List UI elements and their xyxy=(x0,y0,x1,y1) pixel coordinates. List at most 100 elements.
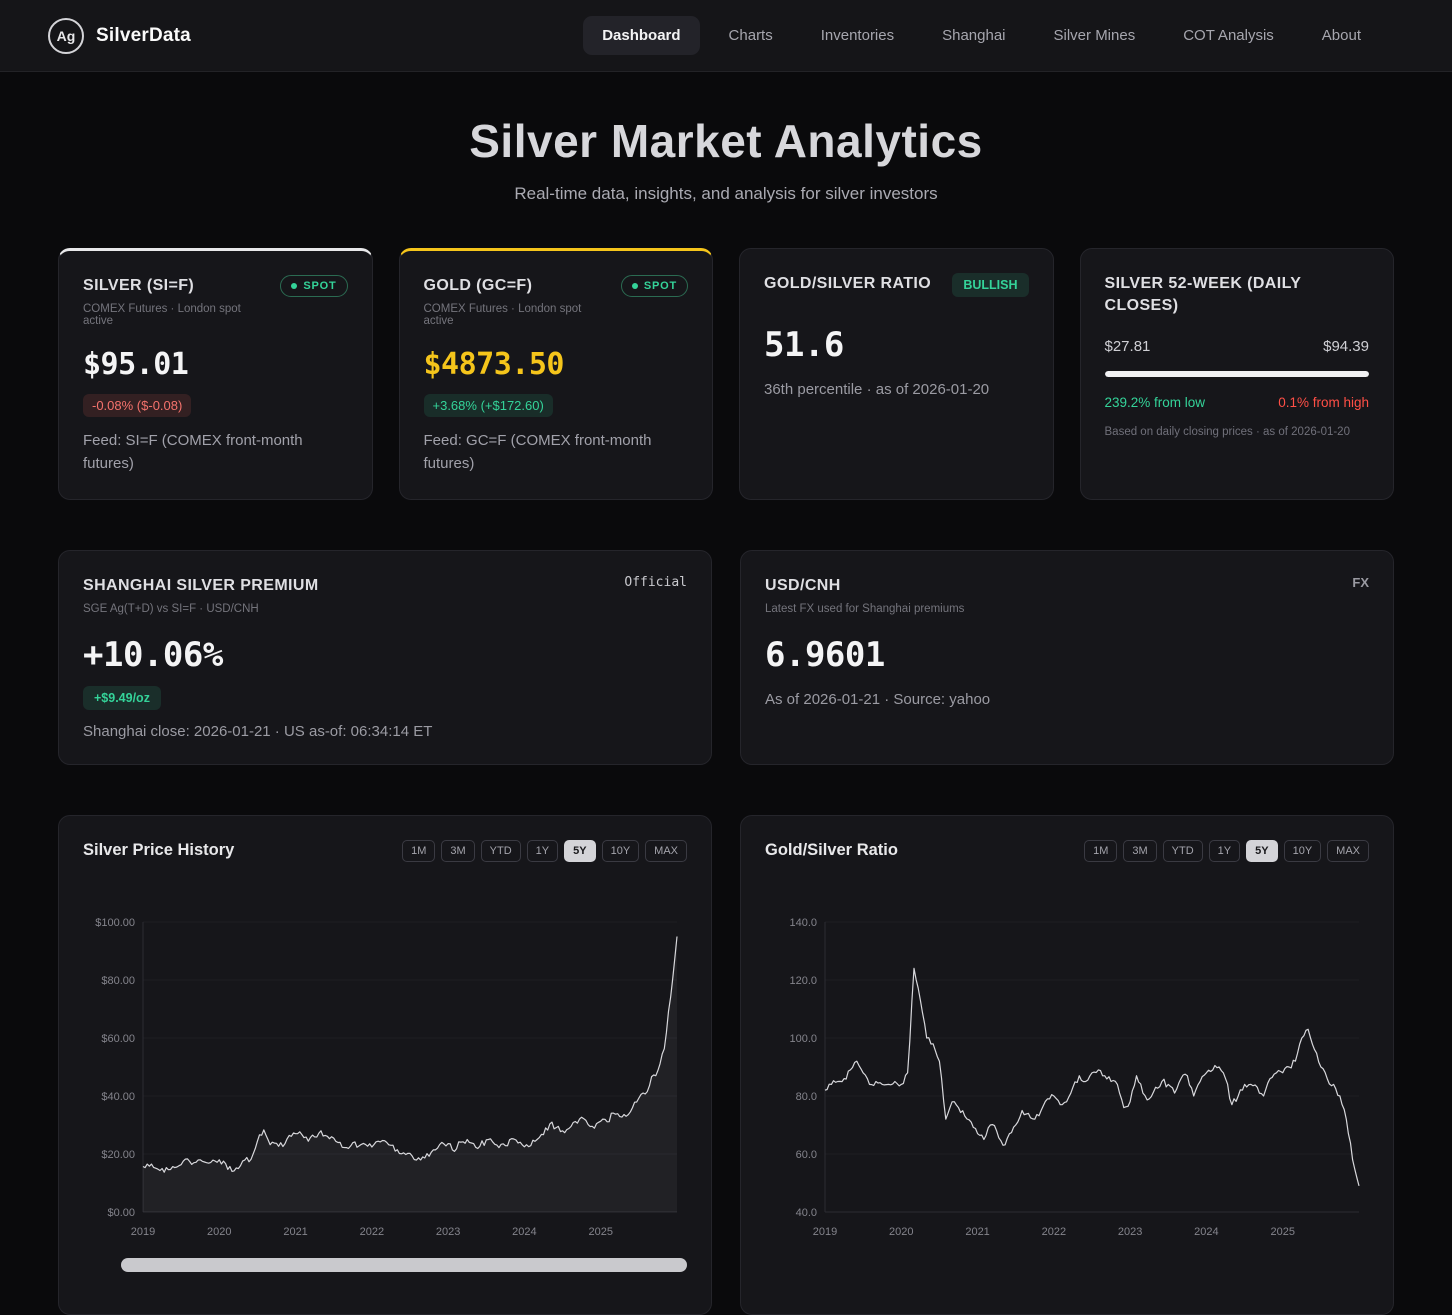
svg-text:2024: 2024 xyxy=(1194,1226,1218,1238)
spot-dot-icon xyxy=(291,283,298,289)
nav-items: Dashboard Charts Inventories Shanghai Silver… xyxy=(583,16,1380,55)
brand-logo-icon: Ag xyxy=(48,17,84,54)
svg-text:$100.00: $100.00 xyxy=(95,917,135,929)
spot-badge-label: SPOT xyxy=(643,280,677,292)
gold-silver-ratio-chart: 40.0 60.0 80.0 100.0 120.0 140.0 2019 2020 2021 2… xyxy=(789,917,1360,1238)
range-button-10y[interactable]: 10Y xyxy=(601,839,640,862)
brand-name: SilverData xyxy=(96,24,191,46)
usdcnh-value: 6.9601 xyxy=(765,634,885,675)
nav-item-shanghai[interactable]: Shanghai xyxy=(942,27,1006,44)
spot-badge: SPOT xyxy=(280,275,348,297)
silver-price-value: $95.01 xyxy=(83,346,189,382)
range-button-ytd[interactable]: YTD xyxy=(1162,839,1203,862)
svg-text:2020: 2020 xyxy=(889,1226,913,1238)
main-content: SILVER (SI=F) COMEX Futures · London spo… xyxy=(58,204,1394,1315)
range-button-10y[interactable]: 10Y xyxy=(1283,839,1322,862)
svg-text:2025: 2025 xyxy=(1270,1226,1294,1238)
gold-price-value: $4873.50 xyxy=(423,346,565,382)
nav-item-silver-mines[interactable]: Silver Mines xyxy=(1053,27,1136,44)
range-button-3m[interactable]: 3M xyxy=(441,839,475,862)
ratio-note: 36th percentile · as of 2026-01-20 xyxy=(764,381,990,398)
week52-low-value: $27.81 xyxy=(1104,338,1151,356)
range-button-1y[interactable]: 1Y xyxy=(526,839,559,862)
gold-feed-note: Feed: GC=F (COMEX front-month futures) xyxy=(423,431,652,472)
svg-text:40.0: 40.0 xyxy=(796,1207,817,1219)
svg-text:2022: 2022 xyxy=(1042,1226,1066,1238)
svg-text:2020: 2020 xyxy=(207,1226,231,1238)
silver-chart-title: Silver Price History xyxy=(83,841,235,860)
svg-text:2021: 2021 xyxy=(965,1226,989,1238)
svg-text:2025: 2025 xyxy=(588,1226,612,1238)
week52-from-low: 239.2% from low xyxy=(1104,395,1206,411)
chart-row: Silver Price History 1M 3M YTD 1Y 5Y 10Y MAX $… xyxy=(58,814,1394,1315)
svg-text:2024: 2024 xyxy=(512,1226,536,1238)
week52-note: Based on daily closing prices · as of 20… xyxy=(1104,426,1350,439)
range-button-1m[interactable]: 1M xyxy=(1084,839,1118,862)
premium-per-oz-badge: +$9.49/oz xyxy=(83,685,161,710)
range-button-5y[interactable]: 5Y xyxy=(564,839,596,862)
shanghai-premium-value: +10.06% xyxy=(83,634,223,675)
svg-text:2022: 2022 xyxy=(360,1226,384,1238)
gold-card-title: GOLD (GC=F) xyxy=(423,277,533,294)
gold-change-badge: +3.68% (+$172.60) xyxy=(423,393,553,417)
shanghai-note: Shanghai close: 2026-01-21 · US as-of: 0… xyxy=(83,722,433,740)
page-title: Silver Market Analytics xyxy=(469,115,983,167)
usdcnh-card-title: USD/CNH xyxy=(765,577,841,595)
range-button-max[interactable]: MAX xyxy=(645,839,687,862)
week52-from-high: 0.1% from high xyxy=(1278,395,1369,411)
range-button-ytd[interactable]: YTD xyxy=(480,839,521,862)
range-button-1y[interactable]: 1Y xyxy=(1208,839,1241,862)
nav-item-inventories[interactable]: Inventories xyxy=(820,27,895,44)
usdcnh-card-subtitle: Latest FX used for Shanghai premiums xyxy=(765,602,965,615)
svg-text:2021: 2021 xyxy=(283,1226,307,1238)
page-subtitle: Real-time data, insights, and analysis f… xyxy=(514,184,938,203)
range-button-max[interactable]: MAX xyxy=(1327,839,1369,862)
shanghai-premium-card: SHANGHAI SILVER PREMIUM SGE Ag(T+D) vs S… xyxy=(58,550,712,765)
silver-52-week-card: SILVER 52-WEEK (DAILY CLOSES) $27.81 $94… xyxy=(1079,248,1394,501)
svg-text:120.0: 120.0 xyxy=(789,975,817,987)
top-nav: Ag SilverData Dashboard Charts Inventories… xyxy=(0,0,1452,72)
nav-item-dashboard[interactable]: Dashboard xyxy=(583,16,700,55)
silver-price-history-card: Silver Price History 1M 3M YTD 1Y 5Y 10Y MAX $… xyxy=(58,814,712,1315)
week52-range-bar-fill xyxy=(1104,371,1369,378)
week52-card-title: SILVER 52-WEEK (DAILY CLOSES) xyxy=(1104,275,1302,314)
svg-text:2023: 2023 xyxy=(436,1226,460,1238)
nav-item-cot-analysis[interactable]: COT Analysis xyxy=(1183,27,1274,44)
ratio-chart-title: Gold/Silver Ratio xyxy=(765,841,898,860)
spot-dot-icon xyxy=(631,283,638,289)
silver-feed-note: Feed: SI=F (COMEX front-month futures) xyxy=(83,431,303,472)
gold-silver-ratio-card: GOLD/SILVER RATIO BULLISH 51.6 36th perc… xyxy=(739,248,1054,501)
shanghai-card-subtitle: SGE Ag(T+D) vs SI=F · USD/CNH xyxy=(83,602,259,615)
range-button-3m[interactable]: 3M xyxy=(1123,839,1157,862)
silver-change-badge: -0.08% ($-0.08) xyxy=(83,393,192,417)
range-button-5y[interactable]: 5Y xyxy=(1246,839,1278,862)
spot-badge: SPOT xyxy=(620,275,688,297)
spot-badge-label: SPOT xyxy=(303,280,337,292)
nav-item-about[interactable]: About xyxy=(1321,27,1361,44)
svg-text:$20.00: $20.00 xyxy=(101,1149,135,1161)
range-button-1m[interactable]: 1M xyxy=(402,839,436,862)
svg-text:$80.00: $80.00 xyxy=(101,975,135,987)
gold-price-card: GOLD (GC=F) COMEX Futures · London spot … xyxy=(398,248,713,501)
svg-text:$0.00: $0.00 xyxy=(107,1207,135,1219)
svg-text:100.0: 100.0 xyxy=(789,1033,817,1045)
silver-card-subtitle: COMEX Futures · London spot active xyxy=(83,302,241,327)
silver-chart-range-buttons: 1M 3M YTD 1Y 5Y 10Y MAX xyxy=(402,839,687,862)
svg-text:2023: 2023 xyxy=(1118,1226,1142,1238)
week52-high-value: $94.39 xyxy=(1323,338,1369,356)
gold-card-subtitle: COMEX Futures · London spot active xyxy=(423,302,582,327)
ratio-chart-range-buttons: 1M 3M YTD 1Y 5Y 10Y MAX xyxy=(1084,839,1369,862)
gold-silver-ratio-chart-card: Gold/Silver Ratio 1M 3M YTD 1Y 5Y 10Y MAX 40.0… xyxy=(740,814,1394,1315)
week52-range-bar xyxy=(1104,371,1369,378)
official-tag: Official xyxy=(624,575,687,591)
hero: Silver Market Analytics Real-time data, … xyxy=(0,72,1452,204)
brand[interactable]: Ag SilverData xyxy=(48,17,191,54)
silver-card-title: SILVER (SI=F) xyxy=(83,277,195,294)
info-card-row: SHANGHAI SILVER PREMIUM SGE Ag(T+D) vs S… xyxy=(58,550,1394,765)
nav-item-charts[interactable]: Charts xyxy=(728,27,773,44)
svg-text:$40.00: $40.00 xyxy=(101,1091,135,1103)
silver-price-card: SILVER (SI=F) COMEX Futures · London spo… xyxy=(58,248,373,501)
chart-time-brush[interactable] xyxy=(121,1257,687,1272)
shanghai-card-title: SHANGHAI SILVER PREMIUM xyxy=(83,577,319,595)
svg-text:$60.00: $60.00 xyxy=(101,1033,135,1045)
